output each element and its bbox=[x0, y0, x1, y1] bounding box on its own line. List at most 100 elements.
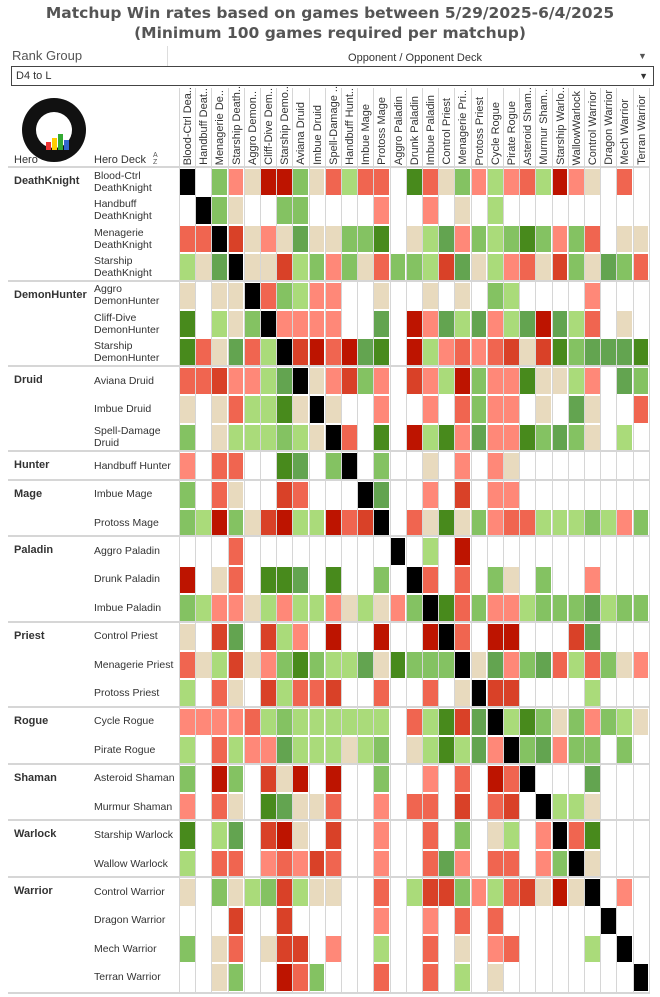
heatmap-cell[interactable] bbox=[406, 311, 422, 338]
heatmap-cell[interactable] bbox=[390, 169, 406, 196]
heatmap-cell[interactable] bbox=[455, 509, 471, 537]
heatmap-cell[interactable] bbox=[374, 169, 390, 196]
heatmap-cell[interactable] bbox=[601, 566, 616, 594]
heatmap-cell[interactable] bbox=[228, 339, 244, 366]
heatmap-cell[interactable] bbox=[212, 367, 228, 395]
heatmap-cell[interactable] bbox=[390, 339, 406, 366]
heatmap-cell[interactable] bbox=[471, 595, 487, 622]
heatmap-cell[interactable] bbox=[244, 254, 260, 281]
heatmap-cell[interactable] bbox=[617, 623, 633, 650]
heatmap-cell[interactable] bbox=[471, 850, 487, 878]
heatmap-cell[interactable] bbox=[261, 282, 276, 310]
heatmap-cell[interactable] bbox=[585, 509, 600, 537]
heatmap-cell[interactable] bbox=[212, 794, 228, 821]
heatmap-cell[interactable] bbox=[504, 737, 519, 764]
heatmap-cell[interactable] bbox=[309, 737, 325, 764]
heatmap-cell[interactable] bbox=[196, 794, 211, 821]
heatmap-cell[interactable] bbox=[552, 367, 568, 395]
heatmap-cell[interactable] bbox=[342, 907, 357, 935]
heatmap-cell[interactable] bbox=[423, 225, 438, 253]
heatmap-cell[interactable] bbox=[196, 822, 211, 849]
heatmap-cell[interactable] bbox=[277, 225, 292, 253]
heatmap-cell[interactable] bbox=[552, 850, 568, 878]
heatmap-cell[interactable] bbox=[487, 538, 503, 565]
heatmap-cell[interactable] bbox=[358, 197, 373, 224]
heatmap-cell[interactable] bbox=[455, 907, 471, 935]
heatmap-cell[interactable] bbox=[180, 680, 195, 707]
heatmap-cell[interactable] bbox=[504, 225, 519, 253]
heatmap-cell[interactable] bbox=[406, 481, 422, 508]
heatmap-cell[interactable] bbox=[617, 651, 633, 679]
heatmap-cell[interactable] bbox=[568, 623, 584, 650]
heatmap-cell[interactable] bbox=[520, 651, 535, 679]
heatmap-cell[interactable] bbox=[261, 936, 276, 963]
column-header[interactable]: Imbue Druid bbox=[310, 88, 326, 165]
heatmap-cell[interactable] bbox=[585, 623, 600, 650]
heatmap-cell[interactable] bbox=[406, 566, 422, 594]
heatmap-cell[interactable] bbox=[617, 964, 633, 991]
heatmap-cell[interactable] bbox=[423, 879, 438, 906]
heatmap-cell[interactable] bbox=[471, 169, 487, 196]
heatmap-cell[interactable] bbox=[228, 282, 244, 310]
heatmap-cell[interactable] bbox=[487, 595, 503, 622]
heatmap-cell[interactable] bbox=[374, 396, 390, 423]
heatmap-cell[interactable] bbox=[406, 225, 422, 253]
heatmap-cell[interactable] bbox=[212, 424, 228, 452]
heatmap-cell[interactable] bbox=[358, 850, 373, 878]
column-header[interactable]: Starship Demo.. bbox=[277, 86, 293, 165]
heatmap-cell[interactable] bbox=[358, 651, 373, 679]
heatmap-cell[interactable] bbox=[520, 964, 535, 991]
heatmap-cell[interactable] bbox=[358, 367, 373, 395]
heatmap-cell[interactable] bbox=[244, 282, 260, 310]
heatmap-cell[interactable] bbox=[568, 765, 584, 793]
heatmap-cell[interactable] bbox=[504, 680, 519, 707]
heatmap-cell[interactable] bbox=[585, 964, 600, 991]
heatmap-cell[interactable] bbox=[196, 765, 211, 793]
heatmap-cell[interactable] bbox=[244, 311, 260, 338]
column-header[interactable]: Dragon Warrior bbox=[601, 88, 617, 165]
heatmap-cell[interactable] bbox=[423, 794, 438, 821]
heatmap-cell[interactable] bbox=[617, 367, 633, 395]
heatmap-cell[interactable] bbox=[180, 225, 195, 253]
heatmap-cell[interactable] bbox=[228, 424, 244, 452]
heatmap-cell[interactable] bbox=[406, 339, 422, 366]
heatmap-cell[interactable] bbox=[293, 282, 309, 310]
heatmap-cell[interactable] bbox=[358, 737, 373, 764]
heatmap-cell[interactable] bbox=[358, 339, 373, 366]
heatmap-cell[interactable] bbox=[309, 367, 325, 395]
heatmap-cell[interactable] bbox=[390, 794, 406, 821]
column-header[interactable]: Imbue Mage bbox=[358, 88, 374, 165]
heatmap-cell[interactable] bbox=[293, 822, 309, 849]
heatmap-cell[interactable] bbox=[633, 197, 649, 224]
heatmap-cell[interactable] bbox=[390, 822, 406, 849]
heatmap-cell[interactable] bbox=[358, 907, 373, 935]
heatmap-cell[interactable] bbox=[406, 850, 422, 878]
heatmap-cell[interactable] bbox=[325, 765, 341, 793]
heatmap-cell[interactable] bbox=[212, 311, 228, 338]
heatmap-cell[interactable] bbox=[471, 879, 487, 906]
heatmap-cell[interactable] bbox=[471, 708, 487, 736]
heatmap-cell[interactable] bbox=[471, 651, 487, 679]
heatmap-cell[interactable] bbox=[536, 424, 552, 452]
heatmap-cell[interactable] bbox=[455, 566, 471, 594]
heatmap-cell[interactable] bbox=[520, 623, 535, 650]
heatmap-cell[interactable] bbox=[536, 822, 552, 849]
heatmap-cell[interactable] bbox=[293, 424, 309, 452]
heatmap-cell[interactable] bbox=[552, 282, 568, 310]
heatmap-cell[interactable] bbox=[520, 680, 535, 707]
heatmap-cell[interactable] bbox=[601, 509, 616, 537]
heatmap-cell[interactable] bbox=[504, 311, 519, 338]
heatmap-cell[interactable] bbox=[196, 225, 211, 253]
heatmap-cell[interactable] bbox=[212, 225, 228, 253]
heatmap-cell[interactable] bbox=[293, 339, 309, 366]
heatmap-cell[interactable] bbox=[601, 623, 616, 650]
heatmap-cell[interactable] bbox=[244, 879, 260, 906]
heatmap-cell[interactable] bbox=[455, 396, 471, 423]
heatmap-cell[interactable] bbox=[568, 850, 584, 878]
heatmap-cell[interactable] bbox=[504, 367, 519, 395]
heatmap-cell[interactable] bbox=[617, 822, 633, 849]
heatmap-cell[interactable] bbox=[390, 595, 406, 622]
heatmap-cell[interactable] bbox=[390, 964, 406, 991]
heatmap-cell[interactable] bbox=[552, 794, 568, 821]
heatmap-cell[interactable] bbox=[228, 367, 244, 395]
